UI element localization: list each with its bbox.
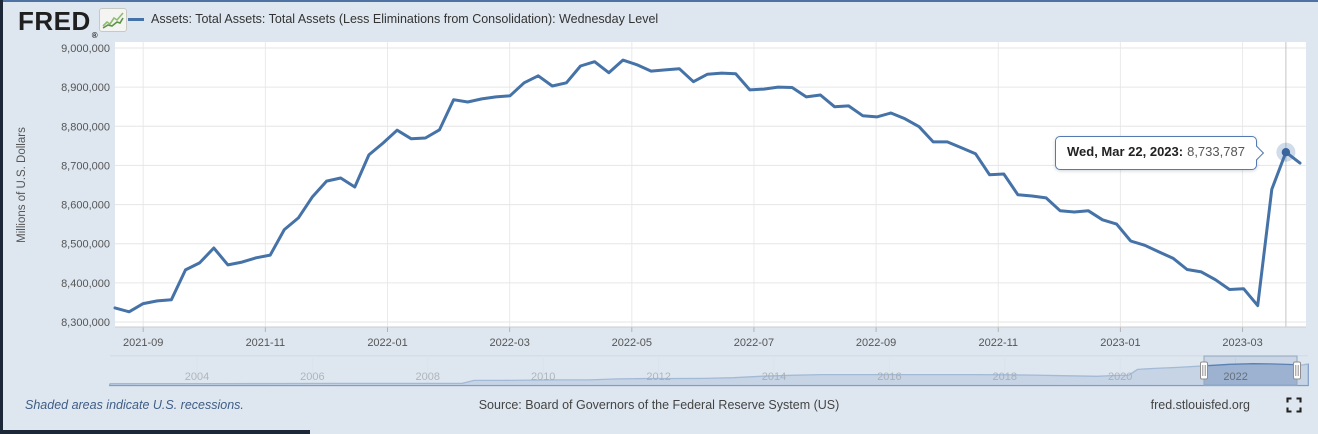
x-axis-label: 2022-01 — [367, 337, 407, 349]
recessions-note-link[interactable]: Shaded areas indicate U.S. recessions. — [25, 398, 244, 412]
y-axis-title: Millions of U.S. Dollars — [16, 127, 28, 243]
footer: Shaded areas indicate U.S. recessions. S… — [0, 396, 1318, 418]
series-line[interactable] — [113, 58, 1302, 314]
x-axis-label: 2022-03 — [489, 337, 529, 349]
site-link[interactable]: fred.stlouisfed.org — [1150, 398, 1250, 412]
y-axis-label: 8,800,000 — [61, 121, 110, 133]
fullscreen-button[interactable] — [1286, 397, 1302, 413]
navigator-mask-left — [110, 356, 1204, 386]
legend-item[interactable]: Assets: Total Assets: Total Assets (Less… — [128, 12, 658, 26]
navigator-selected-range[interactable] — [1203, 355, 1298, 386]
x-axis-label: 2023-01 — [1100, 337, 1140, 349]
fred-logo[interactable]: FRED® — [18, 6, 99, 40]
y-axis-label: 8,300,000 — [61, 317, 110, 329]
navigator-mask-right — [1297, 356, 1308, 386]
x-axis-label: 2023-03 — [1222, 337, 1262, 349]
y-axis-label: 8,600,000 — [61, 200, 110, 212]
x-axis-label: 2021-11 — [246, 337, 286, 349]
y-axis-label: 9,000,000 — [61, 43, 110, 55]
registered-mark: ® — [91, 31, 99, 40]
x-axis-label: 2021-09 — [123, 337, 163, 349]
y-axis-label: 8,400,000 — [61, 278, 110, 290]
tooltip-date: Wed, Mar 22, 2023: — [1067, 144, 1184, 159]
tooltip-value: 8,733,787 — [1187, 144, 1245, 159]
navigator-year-label: 2022 — [1223, 371, 1247, 383]
bottom-border — [0, 430, 310, 434]
source-attribution[interactable]: Source: Board of Governors of the Federa… — [478, 398, 840, 412]
y-axis-label: 8,900,000 — [61, 82, 110, 94]
point-tooltip: Wed, Mar 22, 2023: 8,733,787 — [1055, 136, 1257, 170]
y-axis-label: 8,700,000 — [61, 160, 110, 172]
left-border — [0, 0, 3, 434]
x-axis-label: 2022-07 — [734, 337, 774, 349]
navigator-handle-right[interactable] — [1293, 361, 1301, 380]
navigator-handle-left[interactable] — [1200, 361, 1208, 380]
top-border — [0, 0, 1318, 2]
x-axis-label: 2022-11 — [978, 337, 1018, 349]
fred-logo-chart-icon — [99, 8, 127, 32]
plot-area[interactable] — [115, 42, 1306, 327]
series-line-swatch-icon — [128, 17, 144, 21]
fullscreen-icon — [1286, 397, 1302, 413]
x-axis-label: 2022-05 — [612, 337, 652, 349]
header: FRED® Assets: Total Assets: Total Assets… — [0, 2, 1318, 40]
y-axis-label: 8,500,000 — [61, 239, 110, 251]
x-axis-label: 2022-09 — [856, 337, 896, 349]
highlight-point-marker[interactable] — [1281, 148, 1291, 157]
series-legend-label: Assets: Total Assets: Total Assets (Less… — [151, 12, 659, 26]
